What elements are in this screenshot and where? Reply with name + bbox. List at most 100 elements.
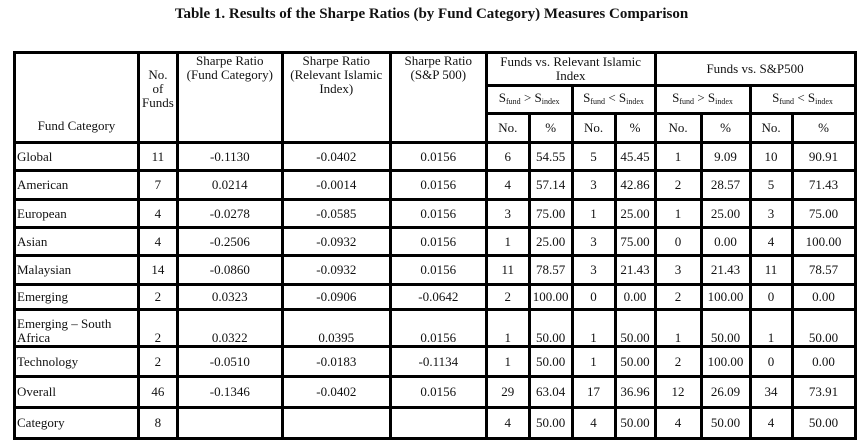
count-cell: 1: [484, 308, 531, 348]
count-cell: 1: [653, 141, 703, 172]
no-of-funds-cell: 14: [137, 254, 179, 286]
count-cell: 1: [570, 345, 617, 378]
sharpe-sp500-cell: 0.0156: [388, 226, 488, 257]
sharpe-islamic-cell: 0.0395: [280, 308, 392, 348]
percent-cell: 78.57: [527, 254, 574, 286]
sharpe-sp500-cell: 0.0156: [388, 375, 488, 409]
header-no-of-funds: No. of Funds: [137, 51, 179, 144]
sharpe-islamic-cell: -0.0402: [280, 375, 392, 409]
header-sharpe-sp500: Sharpe Ratio (S&P 500): [388, 51, 488, 144]
sharpe-sp500-cell: [388, 406, 488, 440]
header-group-islamic: Funds vs. Relevant Islamic Index: [484, 51, 657, 87]
count-cell: 4: [653, 406, 703, 440]
header-comparison-fund-less: Sfund < Sindex: [748, 84, 857, 115]
fund-category-cell: European: [13, 198, 140, 229]
sharpe-fund-cell: -0.0860: [175, 254, 284, 286]
comparison-part: S: [672, 89, 680, 105]
count-cell: 2: [653, 283, 703, 311]
count-cell: 4: [748, 406, 794, 440]
percent-cell: 45.45: [613, 141, 657, 172]
header-group-sp500: Funds vs. S&P500: [653, 51, 857, 87]
count-cell: 1: [484, 226, 531, 257]
sharpe-fund-cell: 0.0214: [175, 169, 284, 201]
fund-category-cell: Overall: [13, 375, 140, 409]
count-cell: 5: [570, 141, 617, 172]
percent-cell: 90.91: [790, 141, 857, 172]
percent-cell: 57.14: [527, 169, 574, 201]
comparison-part: >: [694, 89, 708, 105]
comparison-part: <: [605, 89, 619, 105]
table-row: Emerging 2 0.0323 -0.0906 -0.0642 2 100.00 0 0.0…: [13, 283, 857, 311]
count-cell: 10: [748, 141, 794, 172]
sharpe-sp500-cell: 0.0156: [388, 198, 488, 229]
sharpe-fund-cell: [175, 406, 284, 440]
count-cell: 0: [653, 226, 703, 257]
fund-category-cell: Global: [13, 141, 140, 172]
percent-cell: 25.00: [613, 198, 657, 229]
sharpe-sp500-cell: 0.0156: [388, 254, 488, 286]
count-cell: 0: [570, 283, 617, 311]
table-row: Global 11 -0.1130 -0.0402 0.0156 6 54.55 5 45.45…: [13, 141, 857, 172]
comparison-part: index: [715, 96, 733, 106]
header-sharpe-islamic: Sharpe Ratio (Relevant Islamic Index): [280, 51, 392, 144]
comparison-part: S: [618, 89, 627, 105]
count-cell: 0: [748, 283, 794, 311]
comparison-part: fund: [779, 96, 795, 106]
count-cell: 1: [653, 308, 703, 348]
percent-cell: 100.00: [699, 345, 752, 378]
header-no: No.: [484, 112, 531, 144]
table-row: Overall 46 -0.1346 -0.0402 0.0156 29 63.04 17 36…: [13, 375, 857, 409]
comparison-part: S: [772, 89, 780, 105]
sharpe-islamic-cell: -0.0932: [280, 226, 392, 257]
fund-category-cell: Technology: [13, 345, 140, 378]
sharpe-ratio-table: Fund Category No. of Funds Sharpe Ratio …: [13, 51, 857, 440]
fund-category-cell: Emerging: [13, 283, 140, 311]
percent-cell: 0.00: [790, 345, 857, 378]
header-no: No.: [653, 112, 703, 144]
percent-cell: 50.00: [790, 406, 857, 440]
count-cell: 3: [653, 254, 703, 286]
count-cell: 0: [748, 345, 794, 378]
count-cell: 4: [748, 226, 794, 257]
comparison-part: fund: [590, 96, 606, 106]
count-cell: 11: [484, 254, 531, 286]
table-row: Asian 4 -0.2506 -0.0932 0.0156 1 25.00 3 75.00 0 0…: [13, 226, 857, 257]
percent-cell: 100.00: [699, 283, 752, 311]
percent-cell: 0.00: [699, 226, 752, 257]
no-of-funds-cell: 2: [137, 283, 179, 311]
comparison-part: fund: [506, 96, 521, 106]
percent-cell: 100.00: [790, 226, 857, 257]
header-fund-category: Fund Category: [13, 51, 140, 144]
comparison-part: S: [498, 89, 507, 105]
no-of-funds-cell: 2: [137, 308, 179, 348]
sharpe-islamic-cell: -0.0906: [280, 283, 392, 311]
comparison-part: >: [520, 89, 535, 105]
no-of-funds-cell: 7: [137, 169, 179, 201]
percent-cell: 73.91: [790, 375, 857, 409]
header-percent: %: [699, 112, 752, 144]
comparison-part: index: [626, 96, 644, 106]
count-cell: 1: [748, 308, 794, 348]
count-cell: 3: [484, 198, 531, 229]
count-cell: 17: [570, 375, 617, 409]
header-no: No.: [748, 112, 794, 144]
percent-cell: 71.43: [790, 169, 857, 201]
table-row: American 7 0.0214 -0.0014 0.0156 4 57.14 3 42.86…: [13, 169, 857, 201]
percent-cell: 28.57: [699, 169, 752, 201]
percent-cell: 0.00: [613, 283, 657, 311]
no-of-funds-cell: 2: [137, 345, 179, 378]
count-cell: 1: [653, 198, 703, 229]
comparison-part: S: [583, 89, 591, 105]
sharpe-sp500-cell: 0.0156: [388, 141, 488, 172]
count-cell: 3: [748, 198, 794, 229]
table-row: Category 8 4 50.00 4 50.00 4 50.00 4 50.00: [13, 406, 857, 440]
percent-cell: 50.00: [527, 308, 574, 348]
sharpe-islamic-cell: -0.0585: [280, 198, 392, 229]
percent-cell: 25.00: [699, 198, 752, 229]
header-sharpe-fund: Sharpe Ratio (Fund Category): [175, 51, 284, 144]
header-no: No.: [570, 112, 617, 144]
sharpe-fund-cell: -0.1130: [175, 141, 284, 172]
sharpe-fund-cell: -0.0278: [175, 198, 284, 229]
percent-cell: 21.43: [613, 254, 657, 286]
header-percent: %: [527, 112, 574, 144]
